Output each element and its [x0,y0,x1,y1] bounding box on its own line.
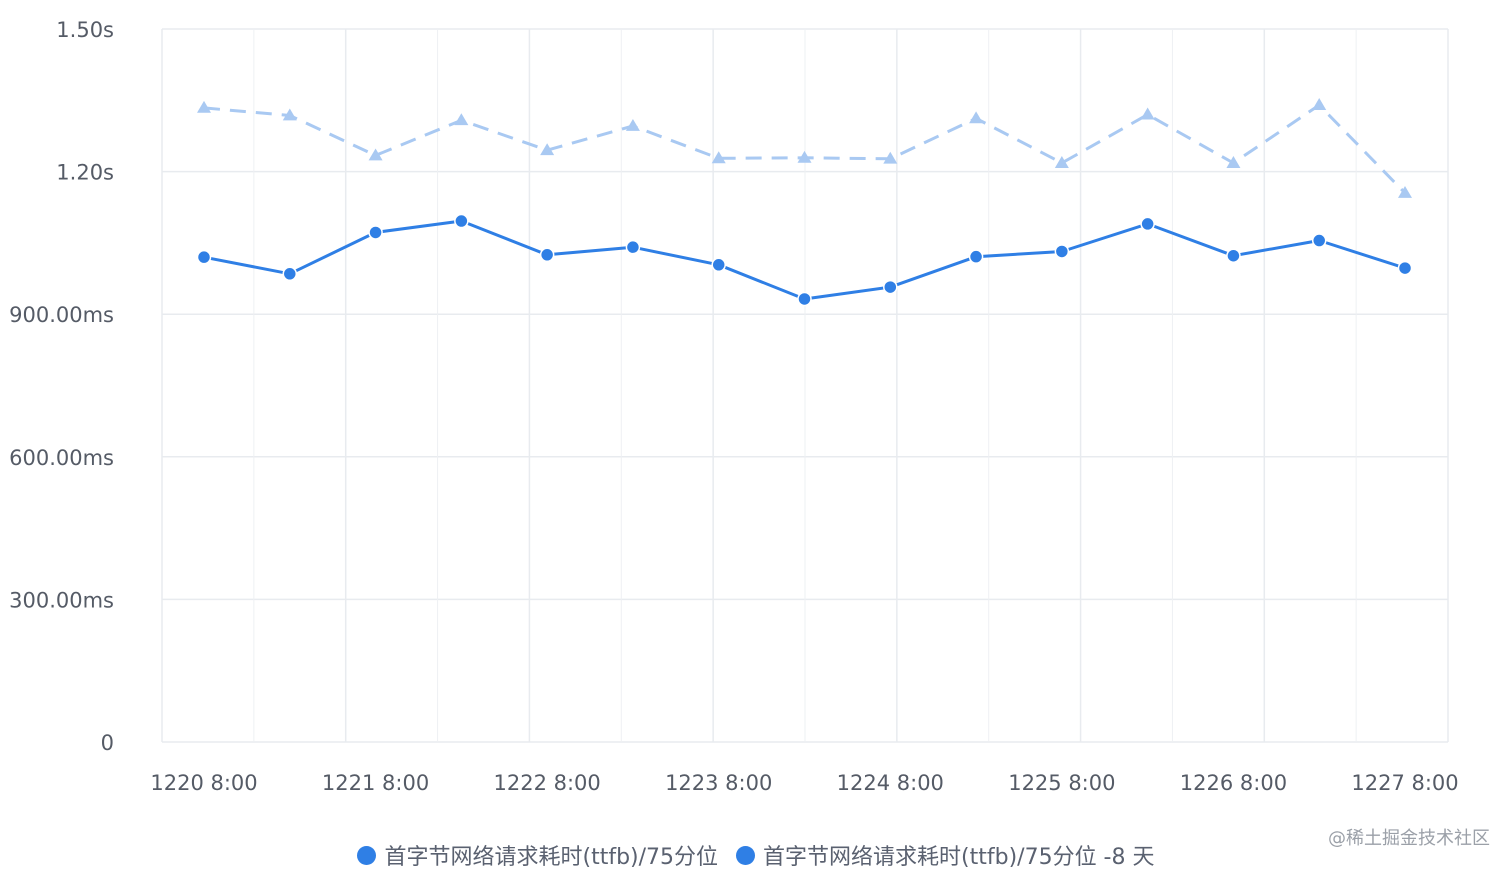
series-current-point [1054,244,1070,259]
legend-dot-icon [357,845,377,865]
legend-item-previous[interactable]: 首字节网络请求耗时(ttfb)/75分位 -8 天 [736,839,1155,871]
series-current-point [797,291,812,307]
series-previous-point [197,100,211,113]
line-chart: 0 300.00ms 600.00ms 900.00ms 1.20s 1.50s 1220… [9,18,1459,795]
series-current-point [454,213,469,229]
series-current-point [539,247,555,263]
x-tick-label: 1225 8:00 [1008,771,1115,795]
series-current-point [196,249,212,265]
series-current-point [1140,216,1155,232]
series-current-point [282,266,298,282]
legend-label: 首字节网络请求耗时(ttfb)/75分位 -8 天 [763,845,1155,870]
y-axis-ticks: 0 300.00ms 600.00ms 900.00ms 1.20s 1.50s [9,18,114,755]
series-previous-point [540,143,555,156]
x-tick-label: 1226 8:00 [1180,771,1287,795]
x-tick-label: 1221 8:00 [322,771,429,795]
x-tick-label: 1224 8:00 [837,771,944,795]
legend-dot-icon [736,845,756,865]
series-current-point [1311,233,1327,248]
x-axis-ticks: 1220 8:00 1221 8:00 1222 8:00 1223 8:00 1224… [150,771,1458,795]
x-tick-label: 1223 8:00 [665,771,772,795]
series-current-point [711,257,726,273]
legend-item-current[interactable]: 首字节网络请求耗时(ttfb)/75分位 [357,839,718,871]
series-previous-point [1312,98,1327,110]
watermark: @稀土掘金技术社区 [1328,828,1490,849]
x-tick-label: 1222 8:00 [494,771,601,795]
series-previous-point [1140,107,1155,120]
y-tick-label: 300.00ms [9,588,114,612]
y-tick-label: 900.00ms [9,303,114,327]
legend-label: 首字节网络请求耗时(ttfb)/75分位 [384,845,719,870]
series-current-point [883,279,898,295]
series-previous-point [282,108,297,121]
series-current-point [368,225,383,240]
series-previous-point [1398,185,1412,198]
grid-lines [161,28,1449,743]
series-previous-point [797,150,812,163]
series-layer [196,98,1413,307]
series-current-point [968,249,984,264]
y-tick-label: 1.20s [56,161,114,185]
y-tick-label: 600.00ms [9,446,114,470]
legend: 首字节网络请求耗时(ttfb)/75分位 首字节网络请求耗时(ttfb)/75分… [0,838,1512,872]
series-previous-point [625,118,640,131]
series-current-point [625,239,641,255]
series-previous-point [1226,156,1241,168]
series-previous-point [454,113,469,126]
series-previous-point [1054,156,1069,168]
x-tick-label: 1220 8:00 [150,771,257,795]
series-previous-point [368,148,383,161]
series-current-point [1226,248,1241,263]
series-previous-point [711,151,726,164]
series-previous-point [883,151,898,164]
y-tick-label: 1.50s [56,18,114,42]
series-previous-point [969,111,984,124]
x-tick-label: 1227 8:00 [1351,771,1458,795]
y-tick-label: 0 [101,731,114,755]
series-current-point [1397,260,1413,276]
